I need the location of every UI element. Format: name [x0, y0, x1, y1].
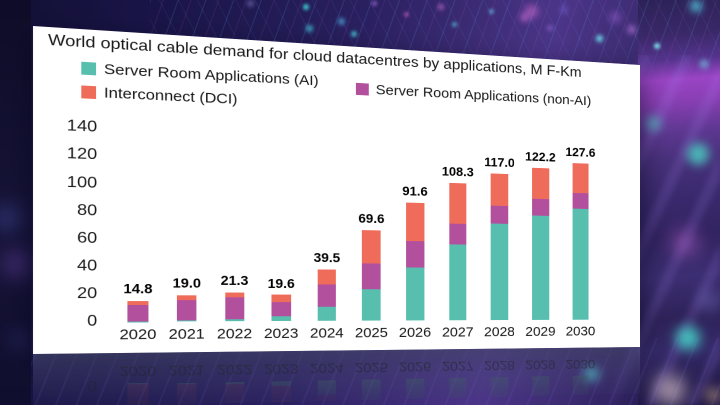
bar-segment	[572, 192, 589, 209]
bar-value-label: 69.6	[358, 211, 385, 227]
bokeh-light	[372, 1, 377, 6]
bar-segment	[362, 230, 381, 264]
bar-value-label: 19.6	[267, 276, 295, 291]
bar-segment	[362, 263, 381, 290]
bar-segment	[490, 173, 509, 206]
bar-segment	[127, 304, 149, 322]
bar-segment	[572, 162, 589, 194]
bar-segment	[448, 182, 467, 224]
y-axis-tick-label: 100	[66, 173, 98, 192]
background-left-band	[0, 0, 31, 405]
bar-segment	[317, 284, 337, 308]
y-axis-tick-label: 120	[66, 145, 98, 164]
y-axis-tick-label: 60	[76, 229, 98, 247]
panel-reflection-tint	[33, 346, 640, 405]
bar-segment	[406, 202, 425, 242]
bokeh-light	[525, 5, 538, 18]
chart-panel-content: World optical cable demand for cloud dat…	[33, 26, 640, 354]
bar-segment	[224, 297, 245, 320]
bar-value-label: 91.6	[402, 184, 428, 199]
bar-segment	[317, 307, 337, 321]
bokeh-light	[646, 116, 661, 131]
bokeh-light	[627, 25, 636, 34]
bar-value-label: 39.5	[313, 250, 341, 265]
bar-segment	[271, 294, 291, 302]
bokeh-light	[547, 25, 553, 31]
bar-segment	[406, 241, 425, 268]
bokeh-light	[654, 43, 660, 49]
bar-segment	[176, 320, 197, 322]
bokeh-light	[596, 35, 603, 42]
bar-segment	[362, 288, 381, 321]
y-axis-tick-label: 80	[76, 201, 98, 219]
x-axis-label: 2030	[565, 324, 596, 340]
bokeh-light	[0, 205, 20, 231]
bar-segment	[448, 223, 467, 245]
bokeh-light	[672, 230, 698, 256]
bokeh-light	[676, 326, 700, 350]
bar-segment	[448, 244, 467, 321]
bar-segment	[532, 199, 549, 216]
bokeh-light	[655, 375, 685, 405]
bokeh-light	[610, 12, 621, 23]
bokeh-light	[690, 0, 702, 12]
bokeh-light	[700, 60, 708, 68]
bar-segment	[271, 301, 291, 317]
bokeh-light	[404, 12, 409, 17]
bokeh-light	[560, 6, 568, 14]
y-axis-tick-label: 0	[87, 312, 98, 330]
y-axis-tick-label: 40	[76, 257, 98, 275]
bar-segment	[532, 168, 549, 200]
bokeh-light	[351, 31, 357, 37]
bokeh-light	[247, 0, 254, 7]
bar-segment	[176, 300, 197, 321]
bokeh-light	[700, 292, 718, 310]
bar-value-label: 127.6	[565, 145, 596, 160]
chart-panel: World optical cable demand for cloud dat…	[33, 26, 640, 354]
bar-segment	[532, 215, 549, 320]
y-axis-tick-label: 140	[66, 117, 98, 136]
bar-segment	[490, 205, 509, 225]
bokeh-light	[687, 143, 709, 165]
y-axis-tick-label: 20	[76, 285, 98, 302]
plot-area: 0 20 40 60 80 100 120 140 14.8 2020 19.0 2021 21.3 20…	[33, 26, 640, 354]
bokeh-light	[10, 330, 30, 350]
bokeh-light	[306, 25, 313, 32]
bar-segment	[127, 301, 149, 305]
bokeh-light	[452, 22, 457, 27]
bar-segment	[490, 223, 509, 321]
bokeh-light	[438, 4, 444, 10]
bar-segment	[176, 295, 197, 301]
bokeh-light	[2, 250, 30, 278]
bokeh-light	[489, 9, 494, 14]
bar-segment	[224, 292, 245, 298]
bokeh-light	[303, 4, 309, 10]
bar-segment	[317, 268, 337, 285]
bokeh-light	[338, 18, 345, 25]
bokeh-light	[706, 388, 720, 402]
bar-segment	[224, 319, 245, 322]
bokeh-light	[520, 13, 529, 22]
panel-reflection: World optical cable demand for cloud dat…	[33, 346, 640, 405]
bar-segment	[271, 316, 291, 322]
background-right-gradient	[638, 0, 720, 405]
bar-segment	[406, 267, 425, 321]
bar-segment	[572, 208, 589, 320]
